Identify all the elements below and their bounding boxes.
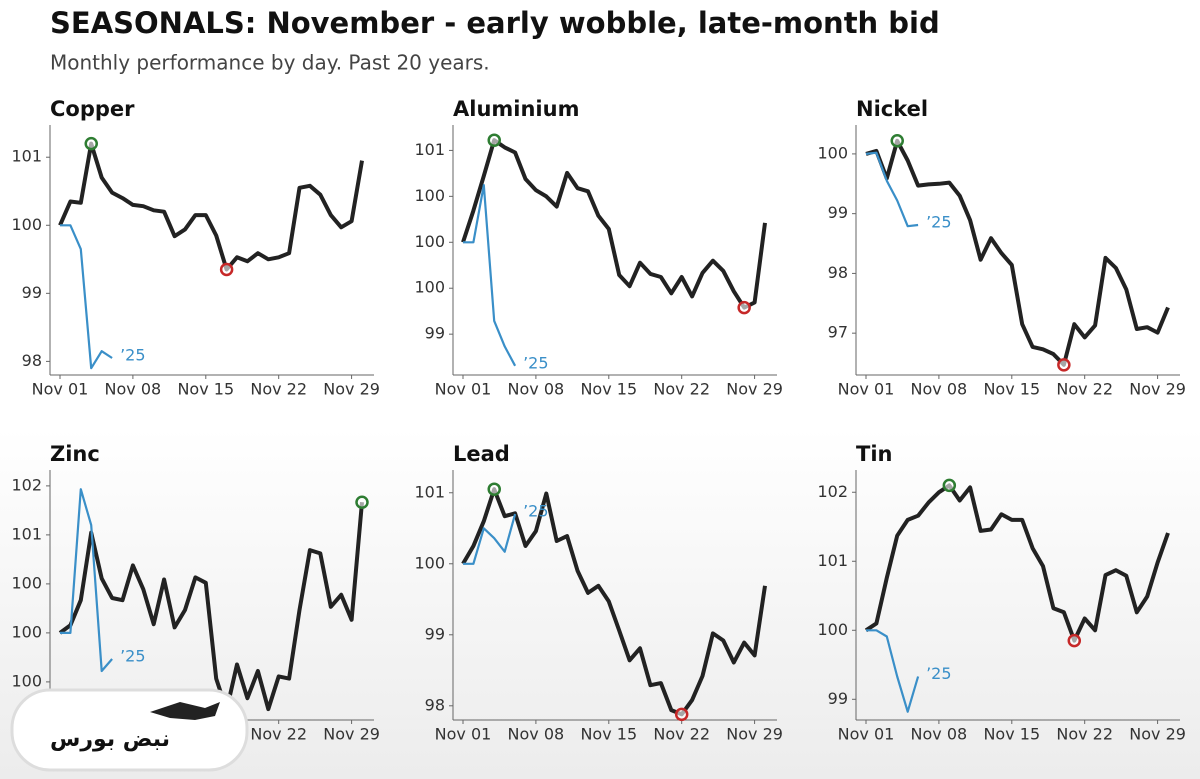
max-marker <box>487 482 501 496</box>
series-label: ’25 <box>926 213 951 232</box>
series-label: ’25 <box>926 664 951 683</box>
y-tick-label: 99 <box>828 203 848 222</box>
y-tick-label: 100 <box>414 232 445 251</box>
series-label: ’25 <box>120 345 145 364</box>
y-tick-label: 97 <box>828 323 848 342</box>
y-tick-label: 98 <box>425 695 445 714</box>
page-subtitle: Monthly performance by day. Past 20 year… <box>50 51 490 75</box>
x-tick-label: Nov 22 <box>653 380 710 399</box>
current-year-line <box>866 629 920 713</box>
y-tick-label: 101 <box>817 551 848 570</box>
y-tick-label: 100 <box>817 620 848 639</box>
panel-title: Lead <box>453 442 510 466</box>
x-tick-label: Nov 08 <box>508 725 565 744</box>
seasonal-line <box>865 138 1170 367</box>
y-tick-label: 100 <box>414 553 445 572</box>
y-tick-label: 100 <box>11 671 42 690</box>
x-tick-label: Nov 22 <box>250 380 307 399</box>
min-marker <box>219 262 234 277</box>
panel-title: Aluminium <box>453 97 579 121</box>
x-tick-label: Nov 01 <box>838 725 895 744</box>
max-marker <box>890 134 904 148</box>
y-tick-label: 99 <box>425 324 445 343</box>
x-tick-label: Nov 01 <box>435 380 492 399</box>
current-year-line <box>463 513 517 565</box>
y-tick-label: 101 <box>11 147 42 166</box>
x-tick-label: Nov 22 <box>1056 380 1113 399</box>
seasonal-line <box>864 483 1170 643</box>
min-marker <box>1067 633 1082 648</box>
page-title: SEASONALS: November - early wobble, late… <box>50 6 940 40</box>
x-tick-label: Nov 01 <box>838 380 895 399</box>
watermark-icon <box>150 702 220 720</box>
panel-title: Tin <box>856 442 892 466</box>
x-tick-label: Nov 29 <box>726 725 783 744</box>
y-tick-label: 102 <box>11 475 42 494</box>
current-year-line <box>865 151 919 228</box>
y-tick-label: 101 <box>11 524 42 543</box>
x-tick-label: Nov 08 <box>105 380 162 399</box>
x-tick-label: Nov 15 <box>177 380 234 399</box>
y-tick-label: 101 <box>414 482 445 501</box>
x-tick-label: Nov 29 <box>1129 380 1186 399</box>
y-tick-label: 100 <box>414 186 445 205</box>
current-year-line <box>463 184 517 367</box>
x-tick-label: Nov 29 <box>1129 725 1186 744</box>
y-tick-label: 98 <box>22 351 42 370</box>
x-tick-label: Nov 29 <box>323 380 380 399</box>
x-tick-label: Nov 08 <box>911 725 968 744</box>
current-year-line <box>60 224 113 370</box>
seasonal-line <box>58 141 364 272</box>
x-tick-label: Nov 22 <box>1056 725 1113 744</box>
x-tick-label: Nov 08 <box>911 380 968 399</box>
max-marker <box>487 133 501 147</box>
seasonal-line <box>461 487 767 717</box>
y-tick-label: 100 <box>11 573 42 592</box>
y-tick-label: 100 <box>11 622 42 641</box>
x-tick-label: Nov 15 <box>983 725 1040 744</box>
series-label: ’25 <box>523 353 548 372</box>
x-tick-label: Nov 01 <box>435 725 492 744</box>
x-tick-label: Nov 15 <box>580 380 637 399</box>
panel-title: Zinc <box>50 442 100 466</box>
y-tick-label: 99 <box>425 624 445 643</box>
x-tick-label: Nov 29 <box>323 725 380 744</box>
x-tick-label: Nov 15 <box>983 380 1040 399</box>
x-tick-label: Nov 22 <box>653 725 710 744</box>
y-tick-label: 99 <box>22 283 42 302</box>
panel-title: Copper <box>50 97 135 121</box>
y-tick-label: 100 <box>414 278 445 297</box>
max-marker <box>942 478 957 493</box>
seasonal-line <box>58 502 364 713</box>
x-tick-label: Nov 01 <box>32 380 89 399</box>
min-marker <box>737 300 751 315</box>
min-marker <box>674 707 689 722</box>
series-label: ’25 <box>120 647 145 666</box>
y-tick-label: 98 <box>828 263 848 282</box>
y-tick-label: 100 <box>11 215 42 234</box>
seasonal-line <box>461 138 767 310</box>
max-marker <box>84 136 98 151</box>
panels: Copper 98 99 100 101 Nov 01 Nov 08 Nov 15 Nov 22… <box>11 97 1185 744</box>
x-tick-label: Nov 08 <box>508 380 565 399</box>
min-marker <box>1057 358 1071 372</box>
current-year-line <box>60 488 113 673</box>
max-marker <box>355 495 369 509</box>
y-tick-label: 100 <box>817 143 848 162</box>
x-tick-label: Nov 22 <box>250 725 307 744</box>
watermark: نبض بورس <box>50 727 170 752</box>
series-label: ’25 <box>523 502 548 521</box>
y-tick-label: 101 <box>414 140 445 159</box>
y-tick-label: 102 <box>817 482 848 501</box>
x-tick-label: Nov 15 <box>580 725 637 744</box>
x-tick-label: Nov 29 <box>726 380 783 399</box>
y-tick-label: 99 <box>828 689 848 708</box>
panel-title: Nickel <box>856 97 928 121</box>
